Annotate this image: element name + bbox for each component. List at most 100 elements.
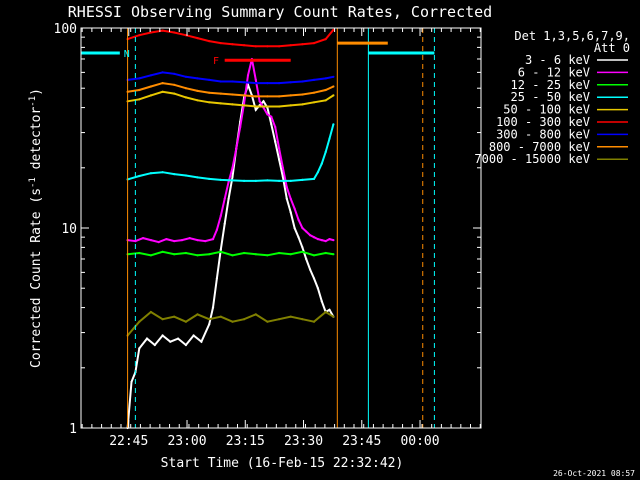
data-point [208, 40, 211, 43]
data-point [297, 236, 300, 239]
data-point [254, 179, 257, 182]
data-point [138, 98, 141, 101]
data-point [301, 246, 304, 249]
data-point [134, 240, 137, 243]
data-point [293, 226, 296, 230]
data-point [145, 337, 149, 340]
data-point [328, 137, 331, 140]
x-tick-label: 00:00 [400, 434, 439, 449]
data-point [149, 254, 152, 257]
data-point [266, 45, 269, 48]
data-point [200, 340, 203, 343]
data-point [243, 81, 246, 84]
data-point [254, 108, 257, 111]
data-point [184, 174, 187, 177]
data-point [138, 320, 141, 323]
data-point [138, 347, 141, 350]
data-point [281, 175, 284, 178]
series-line [127, 124, 335, 182]
x-tick-label: 23:15 [226, 434, 265, 449]
data-point [243, 102, 246, 105]
data-point [157, 241, 160, 244]
data-point [196, 77, 199, 80]
data-point [161, 318, 164, 321]
data-point [243, 179, 246, 182]
series-3 [126, 123, 335, 182]
data-point [219, 92, 222, 95]
data-point [301, 43, 304, 46]
data-point [208, 91, 211, 94]
data-point [293, 207, 296, 210]
data-point [324, 77, 327, 80]
data-point [278, 147, 281, 150]
x-tick-label: 23:45 [342, 434, 381, 449]
legend-entry-label: 25 - 50 keV [511, 90, 590, 104]
data-point [149, 85, 152, 88]
data-point [266, 95, 269, 98]
y-axis-label: Corrected Count Rate (s-1 detector-1) [28, 88, 44, 368]
data-point [305, 257, 308, 261]
data-point [173, 83, 176, 86]
data-point [196, 239, 199, 242]
legend-entry-label: 12 - 25 keV [511, 78, 590, 92]
data-point [219, 315, 222, 318]
data-point [165, 238, 168, 241]
data-point [243, 44, 246, 47]
data-point [184, 320, 187, 323]
data-point [289, 104, 292, 107]
legend-entry-label: 100 - 300 keV [496, 115, 590, 129]
x-tick-label: 22:45 [109, 434, 148, 449]
data-point [219, 102, 222, 105]
legend-entry-label: 50 - 100 keV [503, 103, 590, 117]
data-point [312, 254, 316, 257]
axis-ticks-layer: 22:45 23:00 23:15 23:30 23:45 00:00 1 10 100 [54, 22, 481, 449]
data-point [289, 197, 292, 200]
data-point [130, 380, 133, 383]
data-point [208, 323, 211, 326]
data-point [173, 253, 176, 256]
data-point [301, 318, 304, 321]
x-tick-label: 23:00 [167, 434, 206, 449]
data-point [149, 94, 152, 97]
legend-entry-label: 800 - 7000 keV [489, 140, 590, 154]
data-point [208, 253, 211, 256]
data-point [184, 87, 187, 90]
data-point [278, 318, 281, 321]
data-point [239, 125, 242, 129]
data-point [266, 320, 269, 323]
data-point [208, 318, 211, 321]
data-point [184, 343, 187, 347]
data-point [278, 95, 281, 98]
data-point [281, 166, 284, 169]
x-axis-label: Start Time (16-Feb-15 22:32:42) [161, 456, 404, 471]
data-point [161, 29, 164, 32]
data-point [309, 234, 312, 237]
data-point [173, 173, 176, 176]
data-point [332, 94, 335, 97]
data-point [316, 287, 319, 290]
data-point [211, 306, 215, 309]
data-point [196, 176, 199, 179]
data-point [274, 125, 277, 129]
data-point [243, 104, 246, 107]
legend-entry-label: 6 - 12 keV [518, 65, 590, 79]
data-point [231, 320, 234, 323]
data-point [289, 81, 292, 84]
data-point [254, 105, 257, 108]
data-point [219, 248, 222, 251]
data-point [246, 74, 250, 77]
data-point [320, 239, 323, 242]
data-point [161, 250, 164, 253]
legend-entry-label: 300 - 800 keV [496, 127, 590, 141]
data-point [278, 251, 281, 255]
data-point [231, 43, 234, 46]
data-point [243, 318, 246, 321]
data-point [169, 340, 172, 343]
data-point [219, 250, 222, 253]
legend-entry-label: 3 - 6 keV [525, 53, 590, 67]
data-point [227, 180, 230, 183]
data-point [301, 178, 304, 181]
data-point [324, 251, 327, 255]
data-point [231, 166, 234, 169]
data-point [254, 253, 257, 256]
